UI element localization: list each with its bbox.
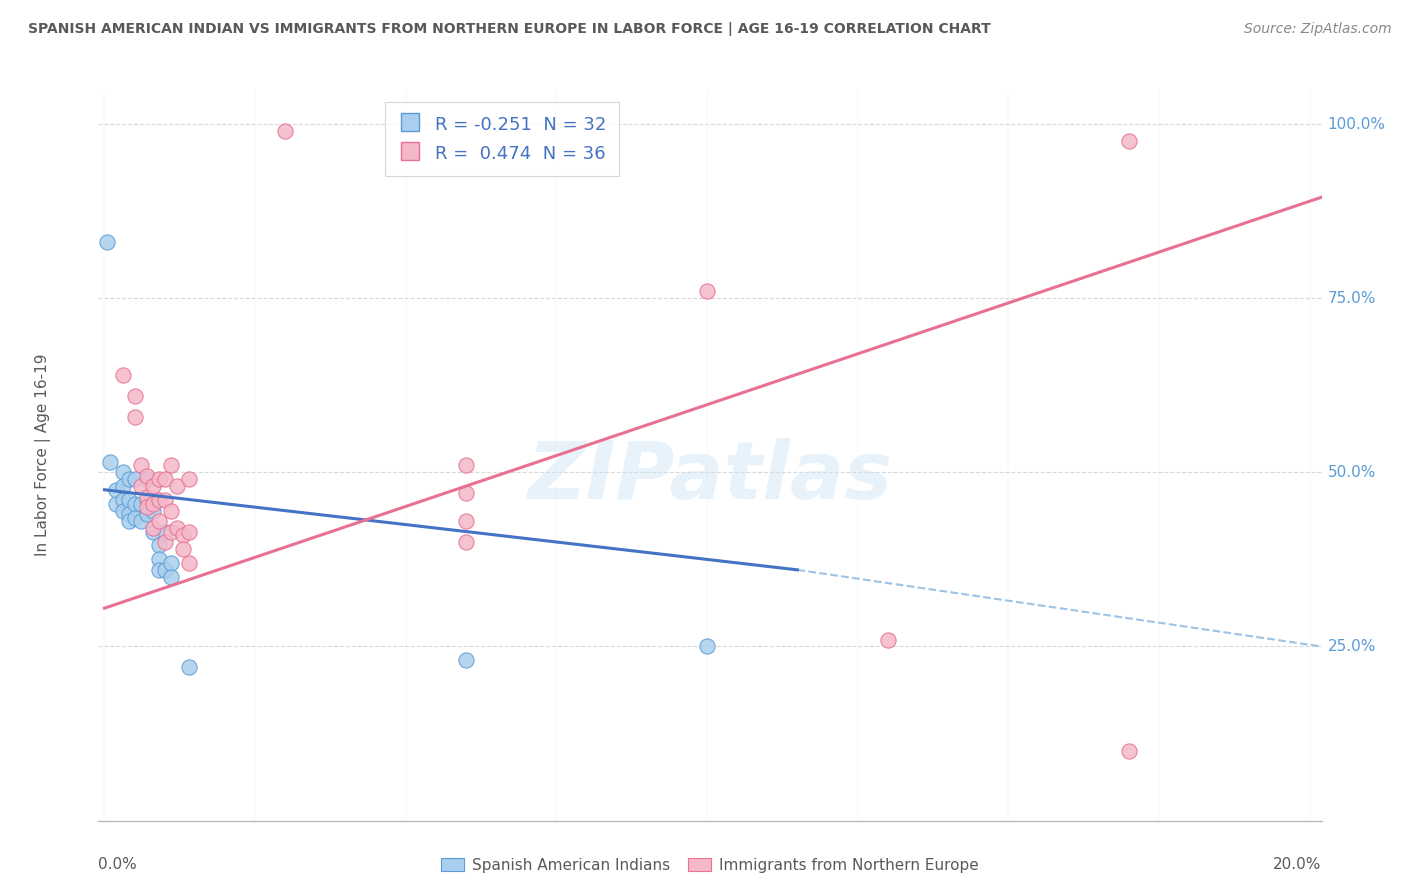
Point	[177, 556, 200, 570]
Point	[111, 503, 134, 517]
Point	[454, 653, 477, 667]
Text: ZIPatlas: ZIPatlas	[527, 438, 893, 516]
Point	[117, 493, 139, 508]
Point	[454, 486, 477, 500]
Point	[454, 514, 477, 528]
Point	[274, 124, 297, 138]
Point	[129, 514, 152, 528]
Point	[117, 507, 139, 521]
Point	[177, 524, 200, 539]
Point	[172, 541, 194, 556]
Point	[153, 535, 176, 549]
Point	[159, 524, 181, 539]
Point	[111, 493, 134, 508]
Point	[124, 472, 146, 486]
Point	[148, 539, 170, 553]
Legend: Spanish American Indians, Immigrants from Northern Europe: Spanish American Indians, Immigrants fro…	[436, 852, 984, 879]
Point	[454, 535, 477, 549]
Point	[124, 389, 146, 403]
Point	[696, 284, 718, 298]
Point	[159, 503, 181, 517]
Point	[166, 521, 188, 535]
Point	[153, 524, 176, 539]
Point	[454, 458, 477, 473]
Point	[153, 563, 176, 577]
Point	[129, 479, 152, 493]
Point	[135, 500, 157, 515]
Point	[142, 479, 165, 493]
Point	[177, 472, 200, 486]
Point	[111, 368, 134, 382]
Point	[142, 497, 165, 511]
Text: 20.0%: 20.0%	[1274, 857, 1322, 872]
Point	[1118, 135, 1140, 149]
Point	[124, 409, 146, 424]
Point	[135, 472, 157, 486]
Point	[172, 528, 194, 542]
Text: SPANISH AMERICAN INDIAN VS IMMIGRANTS FROM NORTHERN EUROPE IN LABOR FORCE | AGE : SPANISH AMERICAN INDIAN VS IMMIGRANTS FR…	[28, 22, 991, 37]
Point	[153, 493, 176, 508]
Point	[124, 497, 146, 511]
Point	[111, 466, 134, 480]
Point	[148, 514, 170, 528]
Point	[142, 521, 165, 535]
Point	[696, 640, 718, 654]
Point	[142, 503, 165, 517]
Point	[117, 514, 139, 528]
Text: 0.0%: 0.0%	[98, 857, 138, 872]
Point	[135, 507, 157, 521]
Text: In Labor Force | Age 16-19: In Labor Force | Age 16-19	[35, 353, 52, 557]
Point	[876, 632, 898, 647]
Point	[148, 493, 170, 508]
Text: 50.0%: 50.0%	[1327, 465, 1376, 480]
Point	[159, 570, 181, 584]
Point	[177, 660, 200, 674]
Point	[148, 563, 170, 577]
Point	[105, 497, 128, 511]
Text: 25.0%: 25.0%	[1327, 639, 1376, 654]
Point	[148, 552, 170, 566]
Point	[142, 524, 165, 539]
Point	[159, 556, 181, 570]
Point	[153, 472, 176, 486]
Point	[111, 479, 134, 493]
Text: 75.0%: 75.0%	[1327, 291, 1376, 306]
Point	[159, 458, 181, 473]
Point	[1118, 744, 1140, 758]
Point	[105, 483, 128, 497]
Point	[96, 235, 118, 250]
Point	[124, 510, 146, 524]
Point	[129, 497, 152, 511]
Point	[129, 458, 152, 473]
Point	[117, 472, 139, 486]
Point	[166, 479, 188, 493]
Point	[100, 455, 122, 469]
Point	[135, 490, 157, 504]
Point	[135, 493, 157, 508]
Text: 100.0%: 100.0%	[1327, 117, 1386, 131]
Point	[135, 468, 157, 483]
Text: Source: ZipAtlas.com: Source: ZipAtlas.com	[1244, 22, 1392, 37]
Point	[148, 472, 170, 486]
